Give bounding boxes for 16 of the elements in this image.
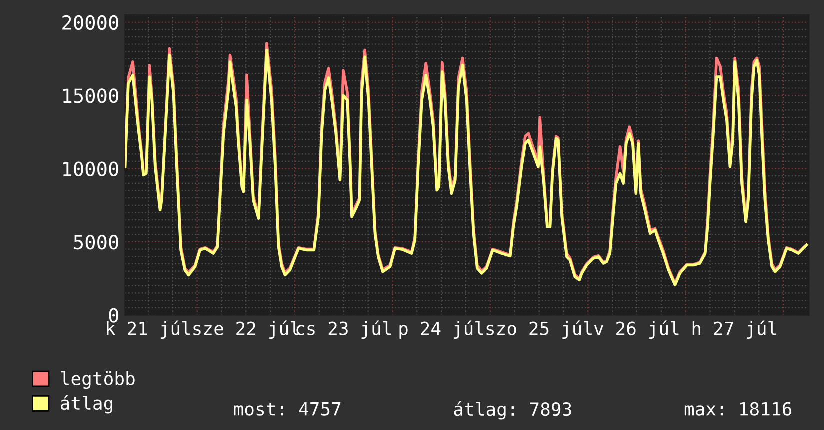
text: most: 4757: [234, 402, 341, 416]
x-tick-label: szo 25 júl: [486, 320, 592, 339]
x-tick-label: h 27 júl: [692, 320, 776, 339]
text: max: 18116: [684, 402, 792, 416]
y-tick-label: 10000: [64, 162, 118, 176]
legend-label: átlag: [60, 395, 112, 414]
x-tick-label: cs 23 júl: [296, 320, 392, 339]
x-tick-label: p 24 júl: [400, 320, 484, 339]
text: átlag: 7893: [454, 401, 572, 420]
legend-label: legtöbb: [61, 371, 135, 390]
y-tick-label: 5000: [74, 234, 118, 250]
x-tick-label: sze 22 júl: [194, 320, 299, 339]
y-tick-label: 15000: [64, 88, 118, 104]
x-tick-label: v 26 júl: [594, 320, 679, 339]
y-tick-label: 20000: [62, 15, 118, 30]
y-tick-label: 0: [109, 308, 118, 323]
